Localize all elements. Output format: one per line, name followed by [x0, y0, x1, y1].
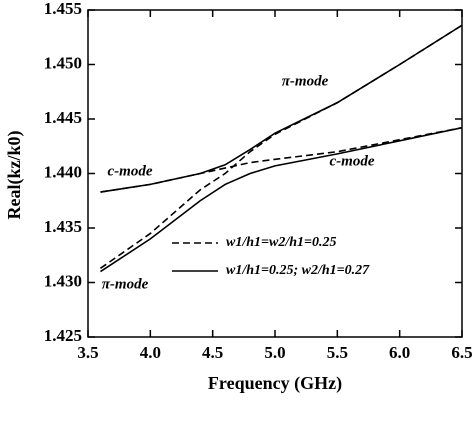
x-tick-label: 6.0: [389, 343, 410, 362]
y-tick-label: 1.435: [44, 217, 82, 236]
x-tick-label: 3.5: [77, 343, 98, 362]
x-tick-label: 5.5: [327, 343, 348, 362]
x-axis-title: Frequency (GHz): [208, 373, 342, 394]
line: [100, 126, 463, 273]
line: [100, 24, 463, 193]
annotation: π-mode: [102, 276, 149, 292]
x-tick-label: 4.5: [202, 343, 223, 362]
legend-label: w1/h1=0.25; w2/h1=0.27: [226, 263, 370, 278]
line: [100, 126, 463, 193]
x-tick-label: 6.5: [451, 343, 472, 362]
y-axis-title: Real(kz/k0): [4, 131, 25, 220]
x-tick-label: 5.0: [264, 343, 285, 362]
y-tick-label: 1.440: [44, 162, 82, 181]
y-tick-label: 1.450: [44, 53, 82, 72]
annotation: π-mode: [282, 73, 329, 89]
y-tick-label: 1.430: [44, 271, 82, 290]
annotation: c-mode: [330, 153, 375, 169]
line: [100, 24, 463, 269]
legend-label: w1/h1=w2/h1=0.25: [226, 235, 336, 250]
annotation: c-mode: [108, 163, 153, 179]
x-tick-label: 4.0: [140, 343, 161, 362]
y-tick-label: 1.445: [44, 108, 82, 127]
y-tick-label: 1.425: [44, 326, 82, 345]
y-tick-label: 1.455: [44, 0, 82, 18]
